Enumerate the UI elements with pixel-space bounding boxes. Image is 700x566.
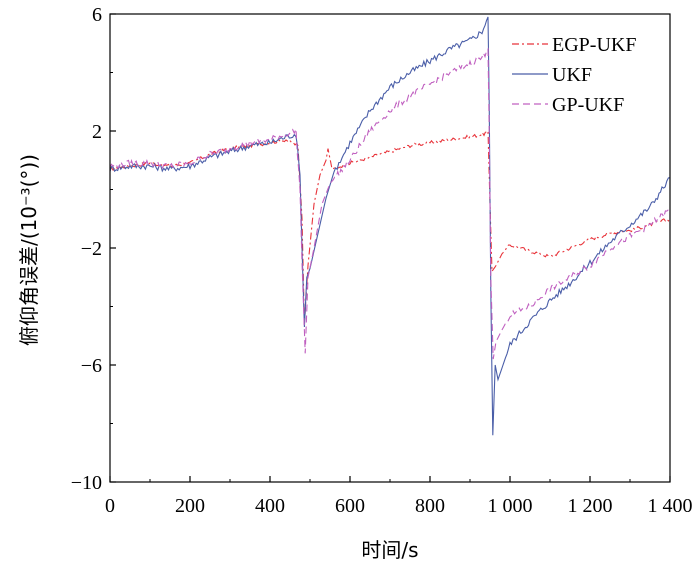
axes: 0 200 400 600 800 1 000 1 200 1 400 −10 −6 −2 2 6: [71, 4, 693, 517]
x-tick-label: 800: [415, 495, 445, 517]
y-tick-label: −6: [81, 355, 102, 377]
x-tick-label: 200: [175, 495, 205, 517]
x-axis-label: 时间/s: [361, 538, 418, 562]
x-tick-label: 1 000: [488, 495, 533, 517]
y-tick-label: −10: [71, 472, 102, 494]
series-line-gp-ukf: [109, 47, 671, 360]
y-tick-label: −2: [81, 238, 102, 260]
legend-label: EGP-UKF: [552, 34, 636, 56]
series-line-egp-ukf: [109, 129, 671, 325]
x-tick-label: 1 400: [648, 495, 693, 517]
x-tick-label: 400: [255, 495, 285, 517]
legend-label: GP-UKF: [552, 94, 624, 116]
plot-area: [109, 16, 671, 436]
x-tick-label: 600: [335, 495, 365, 517]
x-tick-label: 0: [105, 495, 115, 517]
y-tick-label: 6: [92, 4, 102, 26]
series-line-ukf: [109, 16, 671, 436]
x-tick-label: 1 200: [568, 495, 613, 517]
y-axis-label: 俯仰角误差/(10⁻³(°)): [17, 154, 41, 346]
legend-label: UKF: [552, 64, 592, 86]
legend: EGP-UKF UKF GP-UKF: [512, 34, 636, 116]
y-tick-label: 2: [92, 121, 102, 143]
